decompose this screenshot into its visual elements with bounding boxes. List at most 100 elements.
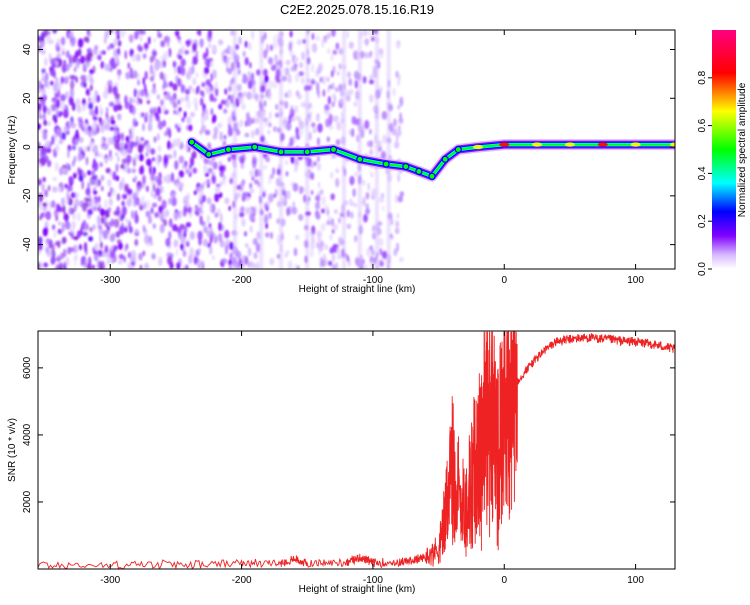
noise-speckle (266, 200, 271, 207)
noise-speckle (249, 169, 254, 177)
noise-speckle (212, 45, 216, 53)
noise-speckle (324, 244, 329, 251)
noise-speckle (55, 264, 60, 269)
noise-speckle (113, 210, 119, 216)
noise-speckle (227, 156, 231, 162)
noise-speckle (50, 200, 56, 209)
noise-speckle (368, 51, 372, 59)
noise-speckle (140, 30, 146, 35)
noise-speckle (294, 62, 297, 72)
noise-speckle (297, 116, 302, 124)
noise-speckle (57, 187, 62, 193)
noise-speckle (176, 32, 180, 39)
noise-speckle (104, 199, 108, 209)
noise-speckle (353, 202, 358, 208)
noise-speckle (220, 99, 227, 105)
noise-speckle (221, 179, 226, 186)
noise-speckle (125, 71, 131, 80)
noise-speckle (78, 119, 84, 129)
noise-speckle (251, 116, 256, 123)
noise-speckle (89, 226, 93, 233)
noise-speckle (93, 190, 98, 195)
x-tick-label: -100 (363, 275, 383, 286)
colorbar: 0.0 0.2 0.4 0.6 0.8 Normalized spectral ampl… (697, 30, 748, 276)
noise-speckle (284, 67, 290, 76)
noise-speckle (208, 42, 212, 49)
noise-speckle (338, 63, 342, 70)
noise-speckle (134, 30, 139, 40)
signal-point (303, 148, 311, 156)
noise-speckle (40, 129, 44, 134)
noise-speckle (55, 98, 61, 109)
noise-speckle (99, 104, 102, 111)
noise-speckle (107, 178, 112, 187)
noise-speckle (253, 179, 259, 185)
noise-speckle (162, 58, 166, 68)
noise-speckle (312, 127, 317, 134)
noise-speckle (218, 165, 225, 172)
noise-speckle (142, 250, 146, 257)
noise-speckle (202, 238, 208, 247)
noise-speckle (246, 91, 252, 100)
noise-speckle (274, 188, 279, 197)
noise-speckle (272, 80, 278, 89)
noise-speckle (195, 87, 198, 95)
noise-speckle (324, 104, 330, 111)
noise-speckle (131, 53, 137, 62)
noise-speckle (54, 241, 60, 246)
noise-speckle (149, 241, 154, 246)
noise-speckle (149, 106, 155, 115)
noise-speckle (249, 225, 253, 234)
noise-speckle (211, 175, 217, 185)
noise-speckle (134, 175, 138, 181)
snr-panel: -300 -200 -100 0 100 2000 4000 6000 Height of s… (7, 330, 676, 595)
colorbar-tick-label: 0.6 (697, 118, 708, 132)
noise-speckle (118, 253, 125, 260)
noise-speckle (70, 227, 75, 234)
noise-speckle (217, 233, 223, 243)
noise-speckle (351, 115, 357, 125)
noise-speckle (391, 124, 395, 130)
noise-speckle (265, 156, 271, 163)
noise-speckle (150, 207, 154, 215)
noise-speckle (364, 119, 370, 130)
noise-speckle (238, 36, 242, 45)
noise-speckle (362, 76, 367, 84)
noise-speckle (132, 117, 137, 126)
noise-speckle (228, 68, 232, 75)
noise-speckle (328, 113, 333, 124)
noise-speckle (236, 250, 242, 260)
noise-speckle (52, 176, 57, 182)
spectrogram-xlabel: Height of straight line (km) (299, 284, 416, 295)
noise-speckle (227, 86, 232, 92)
noise-speckle (180, 236, 186, 244)
noise-speckle (176, 126, 181, 133)
noise-speckle (178, 170, 185, 178)
noise-speckle (91, 170, 95, 177)
noise-speckle (330, 193, 336, 201)
noise-speckle (106, 260, 111, 265)
noise-speckle (124, 95, 128, 104)
noise-speckle (282, 198, 288, 207)
noise-speckle (128, 251, 132, 259)
noise-speckle (47, 82, 51, 90)
noise-speckle (229, 252, 233, 260)
noise-speckle (309, 249, 314, 258)
noise-speckle (116, 47, 121, 55)
noise-speckle (203, 113, 209, 121)
noise-speckle (173, 149, 177, 159)
spectrogram-ylabel: Frequency (Hz) (7, 116, 18, 185)
noise-speckle (157, 145, 162, 153)
noise-speckle (73, 254, 79, 261)
noise-speckle (227, 115, 233, 125)
noise-speckle (332, 223, 339, 231)
noise-speckle (82, 74, 88, 83)
noise-speckle (251, 175, 255, 181)
noise-speckle (288, 49, 294, 58)
noise-speckle (289, 30, 293, 38)
noise-speckle (191, 87, 196, 94)
noise-speckle (241, 103, 246, 111)
noise-speckle (61, 222, 65, 232)
noise-speckle (205, 47, 209, 58)
noise-speckle (173, 109, 177, 115)
